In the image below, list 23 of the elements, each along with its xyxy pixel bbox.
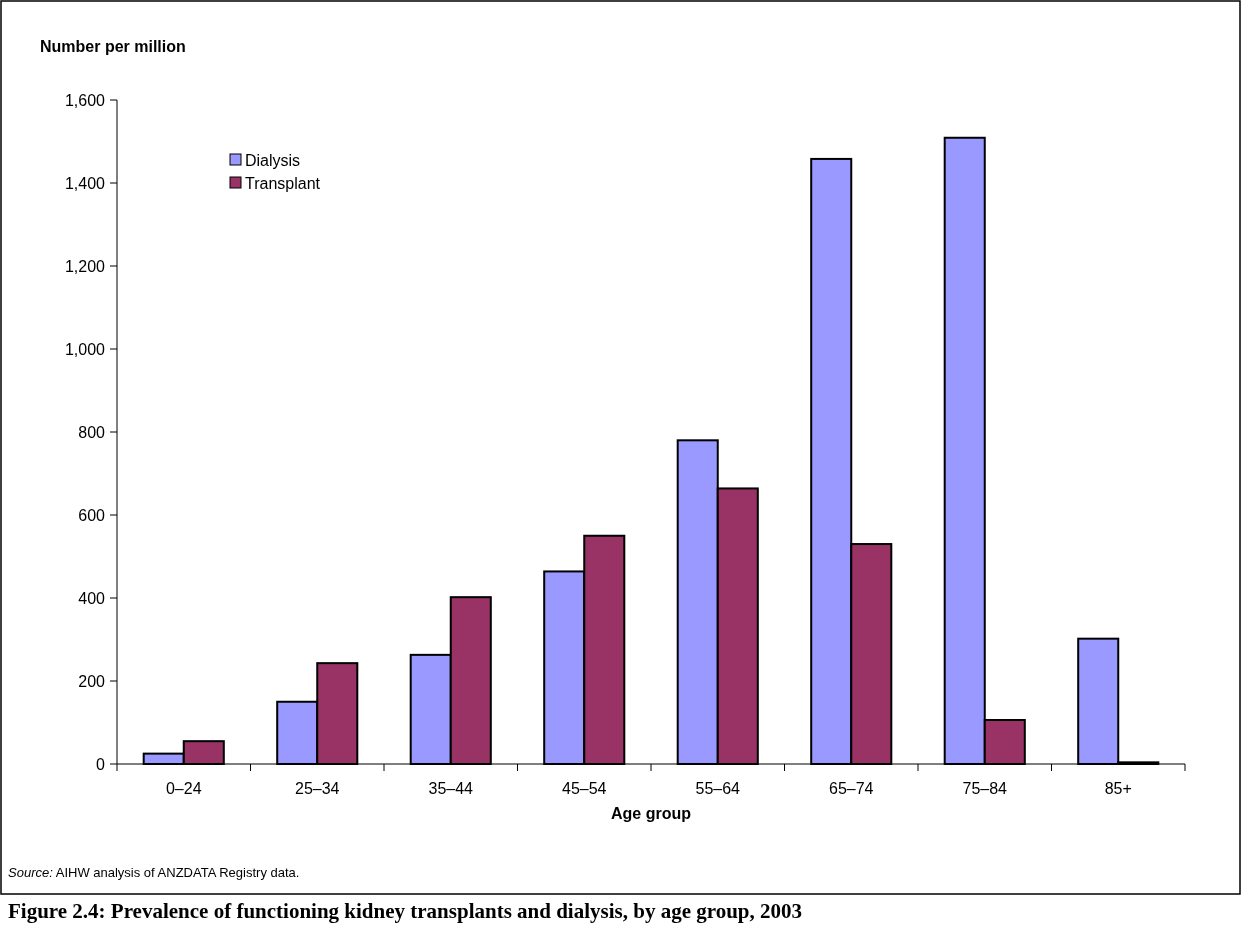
- y-axis-title: Number per million: [40, 38, 186, 55]
- x-tick-label: 65–74: [829, 780, 874, 797]
- legend-label: Dialysis: [245, 151, 301, 169]
- x-axis-title: Age group: [611, 805, 692, 822]
- y-tick-label: 400: [78, 589, 106, 607]
- y-tick-label: 0: [96, 755, 106, 773]
- y-tick-label: 1,000: [64, 340, 106, 358]
- y-tick-label: 200: [78, 672, 106, 690]
- y-tick-label: 1,400: [64, 174, 106, 192]
- y-tick-label: 800: [78, 423, 106, 441]
- x-tick-label: 85+: [1104, 780, 1132, 797]
- x-tick-label: 25–34: [295, 780, 340, 797]
- y-tick-label: 1,600: [64, 91, 106, 109]
- x-tick-label: 0–24: [165, 780, 202, 797]
- text: Figure 2.4: Prevalence of functioning kidney transplants and dialysis, by age group, 2003: [8, 899, 803, 923]
- legend-label: Transplant: [245, 174, 321, 192]
- y-tick-label: 1,200: [64, 257, 106, 275]
- x-tick-label: 35–44: [428, 780, 474, 797]
- x-tick-label: 45–54: [562, 780, 607, 797]
- x-tick-label: 55–64: [695, 780, 741, 797]
- y-tick-label: 600: [78, 506, 106, 524]
- x-tick-label: 75–84: [962, 780, 1008, 797]
- source-note: Source: AIHW analysis of ANZDATA Registry data.: [8, 865, 300, 880]
